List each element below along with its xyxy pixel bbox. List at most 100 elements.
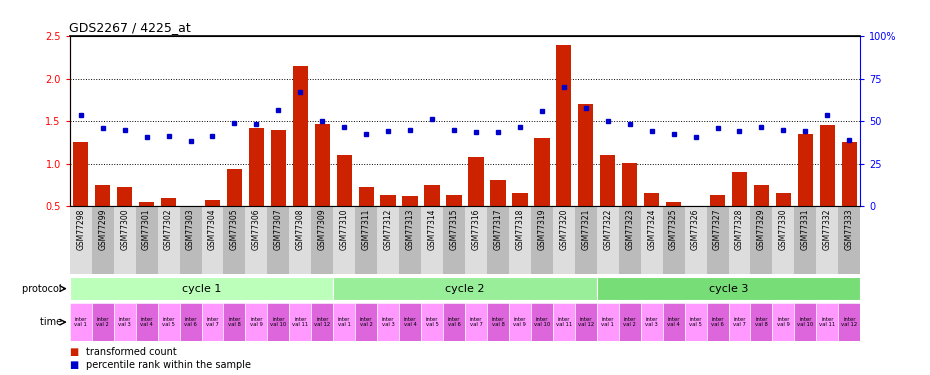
Text: GSM77308: GSM77308 bbox=[296, 208, 305, 250]
Text: inter
val 3: inter val 3 bbox=[382, 317, 394, 327]
Bar bbox=[399, 303, 421, 341]
Bar bbox=[312, 206, 333, 274]
Bar bbox=[794, 206, 817, 274]
Text: GSM77332: GSM77332 bbox=[823, 208, 831, 250]
Bar bbox=[798, 134, 813, 206]
Bar bbox=[289, 303, 312, 341]
Text: inter
val 2: inter val 2 bbox=[96, 317, 109, 327]
Bar bbox=[707, 303, 728, 341]
Bar bbox=[179, 206, 202, 274]
Bar bbox=[732, 172, 747, 206]
Bar bbox=[95, 185, 111, 206]
Bar bbox=[246, 303, 267, 341]
Text: inter
val 2: inter val 2 bbox=[360, 317, 373, 327]
Bar bbox=[179, 303, 202, 341]
Text: inter
val 8: inter val 8 bbox=[491, 317, 504, 327]
Text: GSM77306: GSM77306 bbox=[252, 208, 261, 250]
Bar bbox=[223, 303, 246, 341]
Text: GSM77315: GSM77315 bbox=[449, 208, 458, 250]
Text: GSM77322: GSM77322 bbox=[604, 208, 612, 249]
Text: GSM77299: GSM77299 bbox=[99, 208, 107, 250]
Bar bbox=[446, 195, 461, 206]
Text: inter
val 5: inter val 5 bbox=[689, 317, 702, 327]
Bar bbox=[838, 303, 860, 341]
Bar bbox=[248, 128, 264, 206]
Bar bbox=[443, 206, 465, 274]
Bar bbox=[597, 278, 860, 300]
Bar bbox=[512, 194, 527, 206]
Bar bbox=[267, 206, 289, 274]
Bar bbox=[355, 206, 378, 274]
Bar bbox=[161, 198, 177, 206]
Bar bbox=[337, 155, 352, 206]
Bar bbox=[662, 303, 684, 341]
Text: GSM77323: GSM77323 bbox=[625, 208, 634, 250]
Bar bbox=[223, 206, 246, 274]
Bar bbox=[465, 303, 487, 341]
Bar bbox=[469, 157, 484, 206]
Text: cycle 1: cycle 1 bbox=[181, 284, 221, 294]
Text: GSM77304: GSM77304 bbox=[208, 208, 217, 250]
Bar bbox=[380, 195, 396, 206]
Bar bbox=[819, 125, 835, 206]
Text: GSM77320: GSM77320 bbox=[559, 208, 568, 250]
Text: inter
val 2: inter val 2 bbox=[623, 317, 636, 327]
Text: GSM77316: GSM77316 bbox=[472, 208, 481, 250]
Text: GSM77329: GSM77329 bbox=[757, 208, 766, 250]
Bar bbox=[842, 142, 857, 206]
Text: GSM77309: GSM77309 bbox=[318, 208, 326, 250]
Text: inter
val 4: inter val 4 bbox=[404, 317, 417, 327]
Text: inter
val 8: inter val 8 bbox=[755, 317, 768, 327]
Bar bbox=[202, 303, 223, 341]
Bar bbox=[157, 303, 179, 341]
Text: inter
val 10: inter val 10 bbox=[797, 317, 814, 327]
Text: inter
val 1: inter val 1 bbox=[338, 317, 351, 327]
Bar bbox=[597, 303, 618, 341]
Bar bbox=[157, 206, 179, 274]
Bar bbox=[552, 303, 575, 341]
Text: inter
val 12: inter val 12 bbox=[841, 317, 857, 327]
Text: protocol: protocol bbox=[22, 284, 65, 294]
Text: percentile rank within the sample: percentile rank within the sample bbox=[86, 360, 251, 370]
Bar bbox=[794, 303, 817, 341]
Text: time: time bbox=[40, 317, 65, 327]
Bar bbox=[289, 206, 312, 274]
Bar bbox=[600, 155, 616, 206]
Bar bbox=[136, 303, 157, 341]
Bar bbox=[202, 206, 223, 274]
Bar bbox=[246, 206, 267, 274]
Text: GSM77333: GSM77333 bbox=[844, 208, 854, 250]
Text: transformed count: transformed count bbox=[86, 346, 178, 357]
Bar bbox=[92, 206, 113, 274]
Bar bbox=[534, 138, 550, 206]
Text: GSM77301: GSM77301 bbox=[142, 208, 151, 250]
Bar bbox=[490, 180, 506, 206]
Bar bbox=[73, 142, 88, 206]
Text: GSM77319: GSM77319 bbox=[538, 208, 546, 250]
Text: inter
val 4: inter val 4 bbox=[140, 317, 153, 327]
Text: inter
val 5: inter val 5 bbox=[426, 317, 439, 327]
Text: inter
val 10: inter val 10 bbox=[271, 317, 286, 327]
Bar bbox=[205, 200, 220, 206]
Bar bbox=[641, 206, 662, 274]
Bar bbox=[773, 206, 794, 274]
Bar bbox=[531, 206, 552, 274]
Text: GSM77300: GSM77300 bbox=[120, 208, 129, 250]
Text: GSM77307: GSM77307 bbox=[273, 208, 283, 250]
Text: ■: ■ bbox=[70, 346, 82, 357]
Bar bbox=[753, 185, 769, 206]
Bar bbox=[684, 303, 707, 341]
Bar bbox=[776, 194, 791, 206]
Bar bbox=[707, 206, 728, 274]
Text: GSM77327: GSM77327 bbox=[713, 208, 722, 250]
Bar bbox=[314, 124, 330, 206]
Bar bbox=[227, 169, 242, 206]
Bar bbox=[117, 188, 132, 206]
Text: GDS2267 / 4225_at: GDS2267 / 4225_at bbox=[69, 21, 191, 34]
Text: GSM77313: GSM77313 bbox=[405, 208, 415, 250]
Bar bbox=[556, 45, 572, 206]
Bar bbox=[487, 206, 509, 274]
Bar bbox=[70, 206, 92, 274]
Text: GSM77314: GSM77314 bbox=[428, 208, 436, 250]
Bar bbox=[618, 206, 641, 274]
